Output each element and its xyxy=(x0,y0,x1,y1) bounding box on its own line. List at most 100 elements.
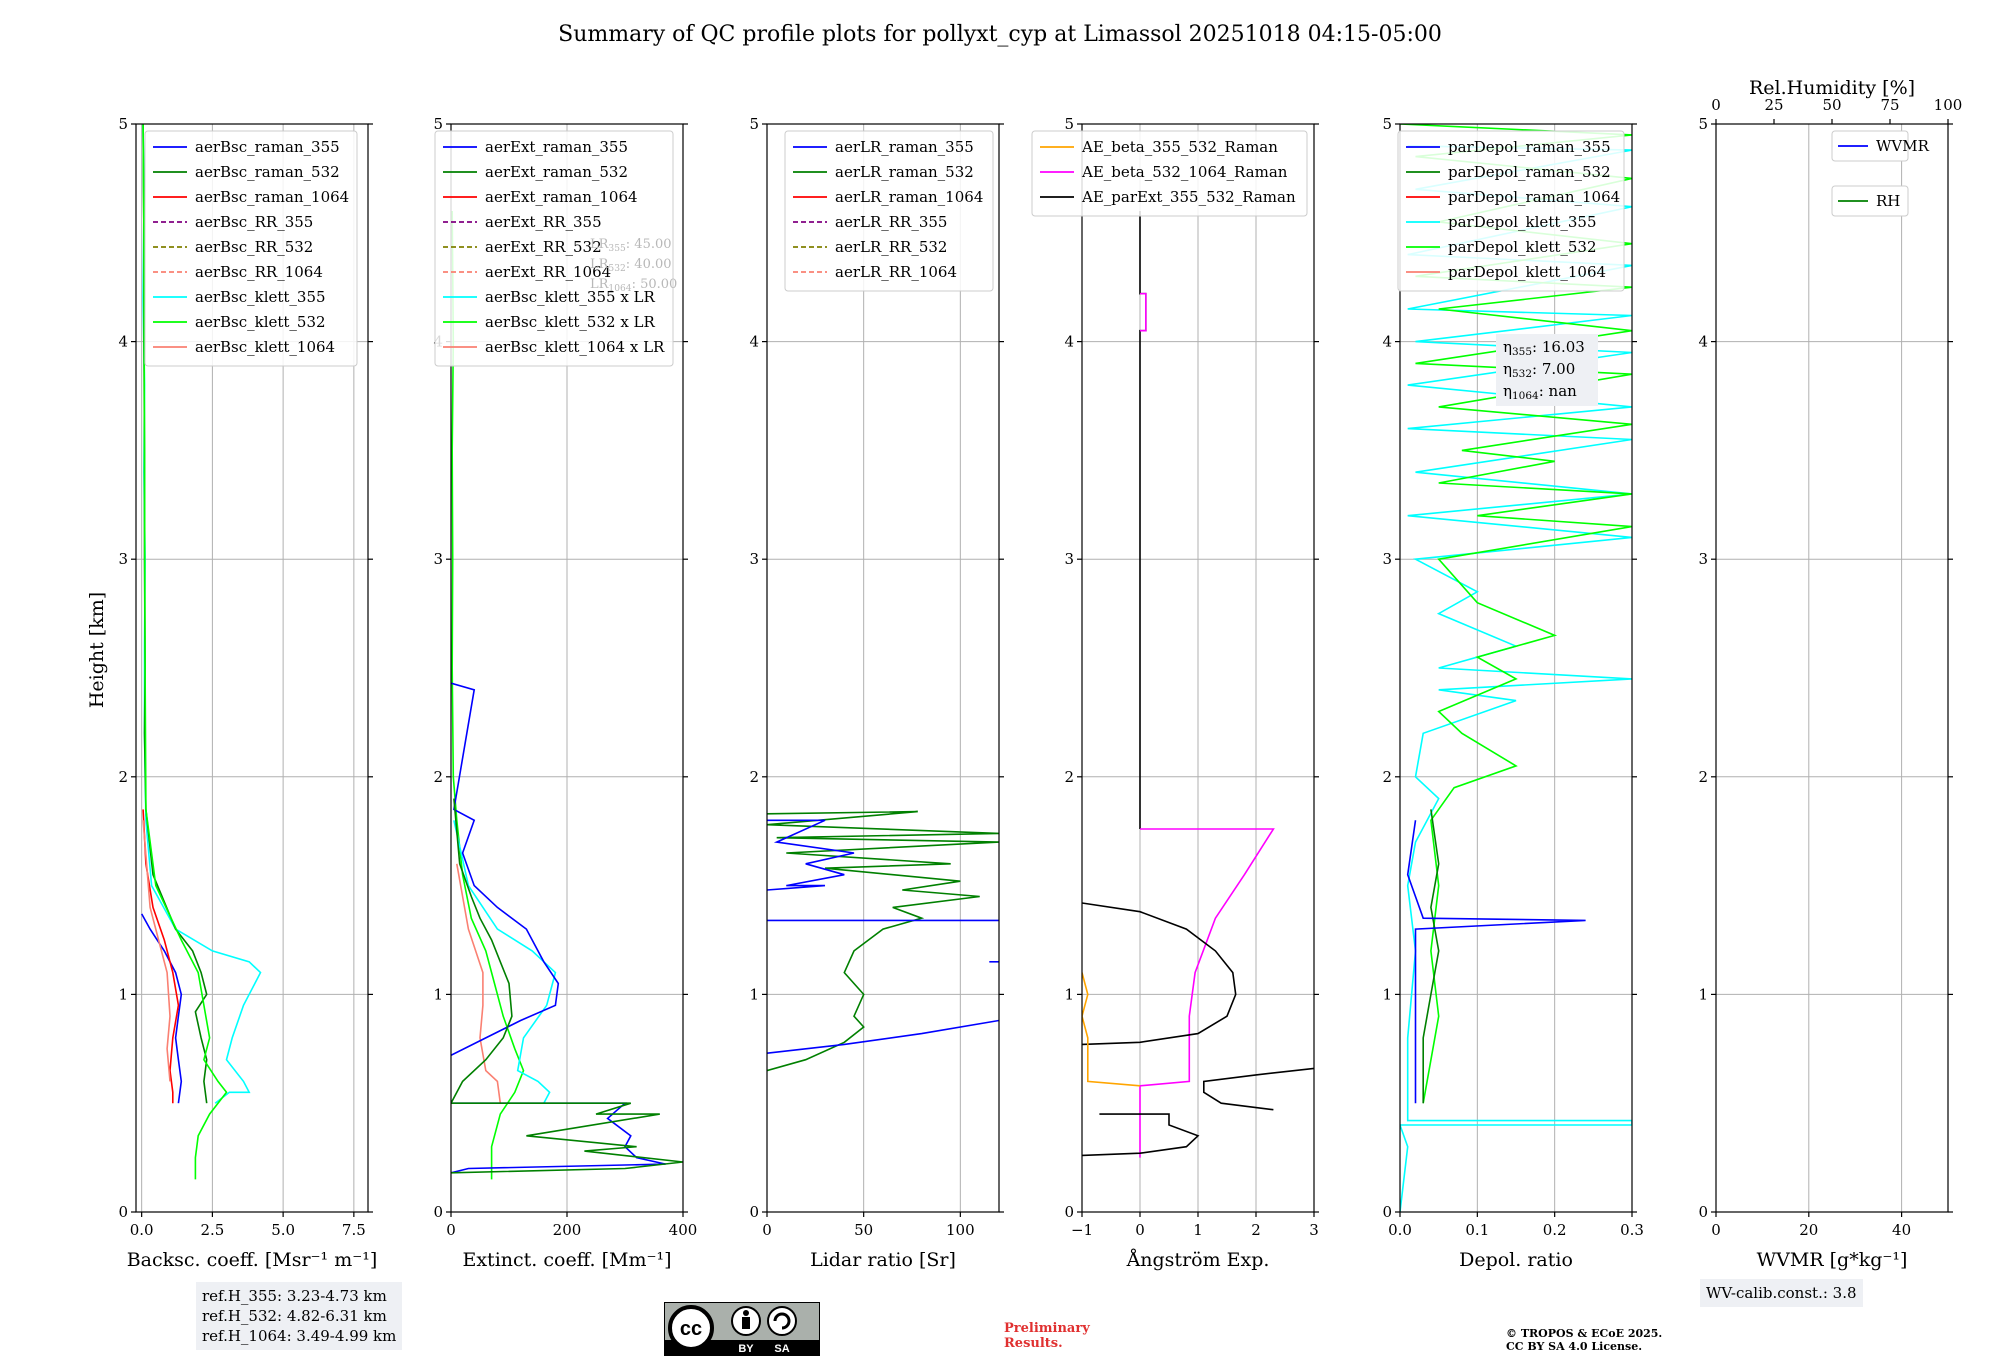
x-tick-label: −1 xyxy=(1071,1221,1093,1239)
y-tick-label: 2 xyxy=(433,768,443,786)
wv-grid xyxy=(1715,123,1948,1213)
lr-note-line: LR355: 45.00 xyxy=(590,237,672,254)
y-tick-label: 1 xyxy=(1064,985,1074,1003)
bsc-series xyxy=(140,124,262,1180)
ext-series-line-6 xyxy=(451,1102,683,1174)
share-alike-icon xyxy=(767,1306,797,1336)
bsc-series-line-4 xyxy=(142,809,180,1104)
y-tick-label: 5 xyxy=(1064,115,1074,133)
lr-note-line: LR1064: 50.00 xyxy=(590,277,677,294)
svg-text:cc: cc xyxy=(680,1318,702,1340)
y-tick-label: 2 xyxy=(1382,768,1392,786)
legend-entry: aerBsc_klett_532 xyxy=(195,313,326,331)
legend-box xyxy=(1831,185,1909,217)
y-tick-label: 4 xyxy=(1698,333,1708,351)
y-tick-label: 5 xyxy=(433,115,443,133)
panel-ext: 0200400012345Extinct. coeff. [Mm⁻¹]aerEx… xyxy=(433,115,697,1271)
depol-series-line-3 xyxy=(1406,820,1586,1104)
ext-series-line-4 xyxy=(451,1102,666,1174)
lr-note-line: LR532: 40.00 xyxy=(590,257,672,274)
y-tick-label: 0 xyxy=(118,1203,128,1221)
panel-depol: 0.0 0.1 0.2 0.3 0 1 2 3 4 5 Depol. ratio parDepol_r… xyxy=(1382,115,1643,1271)
x-tick-label: 50 xyxy=(854,1221,873,1239)
y-tick-label: 4 xyxy=(1382,333,1392,351)
top-x-tick-label: 75 xyxy=(1880,96,1899,114)
legend-entry: AE_beta_355_532_Raman xyxy=(1081,138,1278,156)
x-tick-label: 0.0 xyxy=(130,1221,154,1239)
x-tick-label: 0.3 xyxy=(1620,1221,1644,1239)
y-tick-label: 3 xyxy=(1064,550,1074,568)
legend-entry: aerExt_raman_532 xyxy=(485,163,628,181)
wv-legend: WVMR RH xyxy=(1831,130,1930,217)
preliminary-line-2: Results. xyxy=(1004,1336,1063,1351)
lr-series-line-0 xyxy=(767,810,999,1072)
x-tick-label: 3 xyxy=(1309,1221,1319,1239)
legend-entry: aerBsc_klett_1064 xyxy=(195,338,335,356)
y-tick-label: 4 xyxy=(1064,333,1074,351)
legend-entry: parDepol_klett_532 xyxy=(1448,238,1597,256)
legend-entry: aerBsc_klett_532 x LR xyxy=(485,313,656,331)
depol-ticks xyxy=(1395,123,1637,1217)
legend-box xyxy=(1831,130,1909,162)
legend-entry: aerExt_RR_1064 xyxy=(485,263,611,281)
ae-grid xyxy=(1081,123,1315,1213)
y-tick-label: 0 xyxy=(433,1203,443,1221)
cc-by-sa-license-logo: cc BY SA xyxy=(664,1302,820,1356)
x-tick-label: 7.5 xyxy=(342,1221,366,1239)
y-tick-label: 5 xyxy=(749,115,759,133)
x-tick-label: 0 xyxy=(1135,1221,1145,1239)
ext-series-line-1 xyxy=(453,820,557,1104)
bsc-axes-frame xyxy=(135,123,369,1213)
legend-entry: aerExt_raman_1064 xyxy=(485,188,638,206)
legend-entry: aerBsc_raman_1064 xyxy=(195,188,349,206)
ae-series-line-1 xyxy=(1140,292,1147,332)
legend-entry: aerBsc_klett_355 x LR xyxy=(485,288,656,306)
x-tick-label: 20 xyxy=(1799,1221,1818,1239)
x-tick-label: 400 xyxy=(669,1221,698,1239)
profile-panels: 0.0 2.5 5.0 7.5 0 1 2 3 4 5 Backsc. coeff. [Msr⁻¹ … xyxy=(118,77,1962,1271)
legend-entry: WVMR xyxy=(1876,137,1930,155)
lr-ticks xyxy=(762,123,1004,1217)
legend-entry: aerExt_RR_355 xyxy=(485,213,602,231)
y-tick-label: 5 xyxy=(1698,115,1708,133)
y-tick-label: 1 xyxy=(118,985,128,1003)
x-tick-label: 1 xyxy=(1193,1221,1203,1239)
wv-axes-frame xyxy=(1715,123,1949,1213)
top-x-tick-label: 25 xyxy=(1764,96,1783,114)
legend-entry: parDepol_klett_355 xyxy=(1448,213,1597,231)
lr-legend: aerLR_raman_355 aerLR_raman_532 aerLR_rama… xyxy=(784,130,994,292)
ref-h-1064: ref.H_1064: 3.49-4.99 km xyxy=(202,1327,397,1345)
ext-series-line-5 xyxy=(451,798,513,1104)
y-tick-label: 4 xyxy=(749,333,759,351)
legend-box xyxy=(1397,130,1625,292)
ext-series-line-0 xyxy=(451,210,525,1180)
x-tick-label: 5.0 xyxy=(271,1221,295,1239)
legend-entry: aerLR_raman_1064 xyxy=(835,188,983,206)
eta-line: η355: 16.03 xyxy=(1503,338,1585,358)
legend-entry: AE_beta_532_1064_Raman xyxy=(1081,163,1288,181)
depol-axes-frame xyxy=(1399,123,1633,1213)
y-tick-label: 0 xyxy=(1698,1203,1708,1221)
copyright-note: © TROPOS & ECoE 2025. CC BY SA 4.0 Licen… xyxy=(1506,1327,1662,1353)
x-tick-label: 2 xyxy=(1251,1221,1261,1239)
legend-entry: aerLR_raman_355 xyxy=(835,138,974,156)
legend-entry: aerLR_raman_532 xyxy=(835,163,974,181)
ae-series-line-2 xyxy=(1139,828,1275,1158)
cc-sa-label: SA xyxy=(774,1343,789,1355)
y-tick-label: 0 xyxy=(749,1203,759,1221)
y-tick-label: 3 xyxy=(1698,550,1708,568)
bsc-series-line-3 xyxy=(140,913,183,1104)
y-tick-label: 3 xyxy=(118,550,128,568)
x-tick-label: 100 xyxy=(946,1221,975,1239)
legend-box xyxy=(1031,130,1308,217)
legend-entry: AE_parExt_355_532_Raman xyxy=(1081,188,1296,206)
preliminary-line-1: Preliminary xyxy=(1004,1321,1090,1336)
ext-series xyxy=(451,210,683,1180)
y-tick-label: 3 xyxy=(433,550,443,568)
ext-series-line-3 xyxy=(451,682,560,1057)
top-x-tick-label: 0 xyxy=(1711,96,1721,114)
ref-h-532: ref.H_532: 4.82-6.31 km xyxy=(202,1307,387,1325)
y-tick-label: 1 xyxy=(749,985,759,1003)
